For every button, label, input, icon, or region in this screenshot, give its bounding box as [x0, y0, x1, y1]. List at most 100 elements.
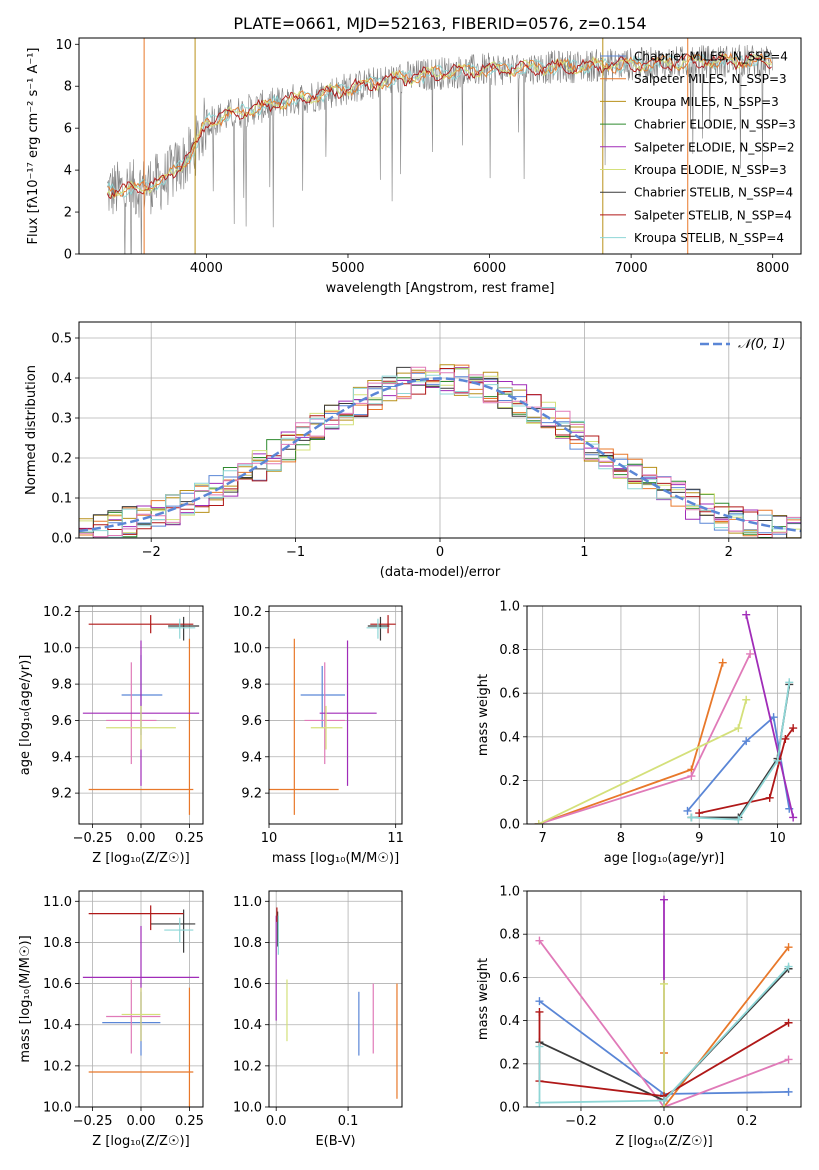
errorbar-marks [275, 907, 398, 1099]
y-axis-label: mass weight [476, 674, 491, 756]
y-tick-label: 0.1 [51, 492, 72, 507]
y-tick-label: 9.4 [51, 750, 72, 765]
y-tick-label: 0 [64, 248, 72, 263]
y-tick-label: 10.0 [233, 1101, 262, 1116]
x-axis-label: mass [log₁₀(M/M☉)] [272, 851, 399, 866]
weight-series-line [538, 662, 724, 824]
histogram-lines [79, 364, 801, 538]
y-tick-label: 9.2 [51, 787, 72, 802]
y-tick-label: 0.6 [499, 971, 520, 986]
x-axis-label: (data-model)/error [380, 565, 501, 580]
legend-label: Chabrier ELODIE, N_SSP=3 [634, 118, 796, 132]
y-tick-label: 9.8 [51, 678, 72, 693]
weight-point-marker [718, 658, 727, 667]
legend-label: Kroupa ELODIE, N_SSP=3 [634, 163, 787, 177]
weight-series-line [745, 614, 795, 818]
errorbar-marks [269, 615, 396, 815]
y-tick-label: 9.8 [241, 678, 262, 693]
y-axis-label: Normed distribution [24, 365, 39, 495]
y-tick-label: 10.4 [233, 1018, 262, 1033]
y-tick-label: 10.0 [233, 641, 262, 656]
y-tick-label: 2 [64, 206, 72, 221]
axes-frame [78, 890, 204, 1108]
weight-series-line [538, 965, 790, 1104]
axes-frame [78, 605, 204, 825]
weight-point-marker [781, 734, 790, 743]
axes-frame [78, 321, 802, 539]
y-tick-label: 0.0 [499, 1101, 520, 1116]
x-tick-label: 5000 [331, 261, 364, 276]
y-tick-label: 10.0 [43, 641, 72, 656]
y-tick-label: 9.6 [241, 714, 262, 729]
mass-vs-ebv-panel: 0.0 0.1 10.0 10.2 10.4 10.6 10.8 11.0 E(B-V) [233, 890, 403, 1149]
weight-point-marker [687, 772, 696, 781]
y-axis-label: mass [log₁₀(M/M☉)] [18, 935, 33, 1062]
weight-point-marker [773, 756, 782, 765]
y-tick-label: 10.2 [233, 1059, 262, 1074]
axes-frame [526, 605, 802, 825]
weight-point-marker [535, 1098, 544, 1107]
y-tick-label: 10.8 [43, 936, 72, 951]
x-tick-label: 0.25 [175, 831, 204, 846]
weight-point-marker [535, 936, 544, 945]
x-tick-label: 0.0 [654, 1114, 675, 1129]
x-tick-label: 4000 [190, 261, 223, 276]
y-tick-label: 0.4 [499, 730, 520, 745]
x-tick-label: −1 [286, 545, 305, 560]
weight-point-marker [789, 813, 798, 822]
y-tick-label: 0.6 [499, 687, 520, 702]
weight-point-marker [535, 1007, 544, 1016]
x-tick-label: 1 [580, 545, 588, 560]
x-tick-label: 0.25 [175, 1114, 204, 1129]
y-tick-label: 0.4 [51, 372, 72, 387]
weight-point-marker [687, 813, 696, 822]
x-tick-label: 7 [539, 831, 547, 846]
legend-label: Chabrier STELIB, N_SSP=4 [634, 186, 793, 200]
normal-curve-line [79, 377, 801, 533]
x-axis-label: age [log₁₀(age/yr)] [604, 851, 725, 866]
y-tick-label: 11.0 [233, 895, 262, 910]
weight-point-marker [784, 962, 793, 971]
y-tick-label: 1.0 [499, 600, 520, 615]
x-tick-label: 0.2 [737, 1114, 758, 1129]
mass-vs-z-panel: −0.25 0.00 0.25 10.0 10.2 10.4 10.6 10.8 11.0 Z [… [18, 890, 204, 1149]
weight-point-marker [695, 809, 704, 818]
y-tick-label: 0.3 [51, 412, 72, 427]
weight-point-marker [784, 1018, 793, 1027]
y-tick-label: 10.6 [233, 977, 262, 992]
y-tick-label: 6 [64, 122, 72, 137]
legend-label: 𝒩(0, 1) [738, 337, 785, 352]
legend-label: Salpeter MILES, N_SSP=3 [634, 72, 787, 86]
y-tick-label: 10 [55, 38, 72, 53]
mass-weight-vs-age-panel: 7 8 9 10 0.0 0.2 0.4 0.6 0.8 1.0 age [log₁₀(age/yr… [476, 600, 802, 866]
x-tick-label: −2 [142, 545, 161, 560]
weight-lines [535, 895, 793, 1107]
x-tick-label: 9 [695, 831, 703, 846]
errorbar-marks [82, 615, 200, 815]
weight-point-marker [534, 820, 543, 824]
y-tick-label: 0.0 [499, 818, 520, 833]
y-tick-label: 0.4 [499, 1014, 520, 1029]
errorbar-marks [82, 905, 200, 1107]
x-tick-label: 0.00 [127, 831, 156, 846]
weight-point-marker [746, 649, 755, 658]
y-tick-label: 9.6 [51, 714, 72, 729]
weight-series-line [538, 699, 748, 824]
x-tick-label: −0.2 [565, 1114, 597, 1129]
legend-label: Chabrier MILES, N_SSP=4 [634, 50, 788, 64]
x-axis-label: Z [log₁₀(Z/Z☉)] [615, 1134, 712, 1149]
y-axis-label: age [log₁₀(age/yr)] [18, 655, 33, 776]
x-tick-label: 2 [725, 545, 733, 560]
x-axis-label: E(B-V) [315, 1134, 355, 1149]
x-tick-label: 7000 [615, 261, 648, 276]
y-tick-label: 10.2 [43, 1059, 72, 1074]
y-tick-label: 9.2 [241, 787, 262, 802]
weight-point-marker [784, 943, 793, 952]
x-tick-label: 0.1 [338, 1114, 359, 1129]
y-axis-label: Flux [fλ10⁻¹⁷ erg cm⁻² s⁻¹ A⁻¹] [26, 48, 41, 245]
y-axis-label: mass weight [476, 958, 491, 1040]
x-tick-label: 11 [387, 831, 404, 846]
weight-point-marker [683, 806, 692, 815]
y-tick-label: 0.2 [499, 774, 520, 789]
weight-point-marker [742, 695, 751, 704]
